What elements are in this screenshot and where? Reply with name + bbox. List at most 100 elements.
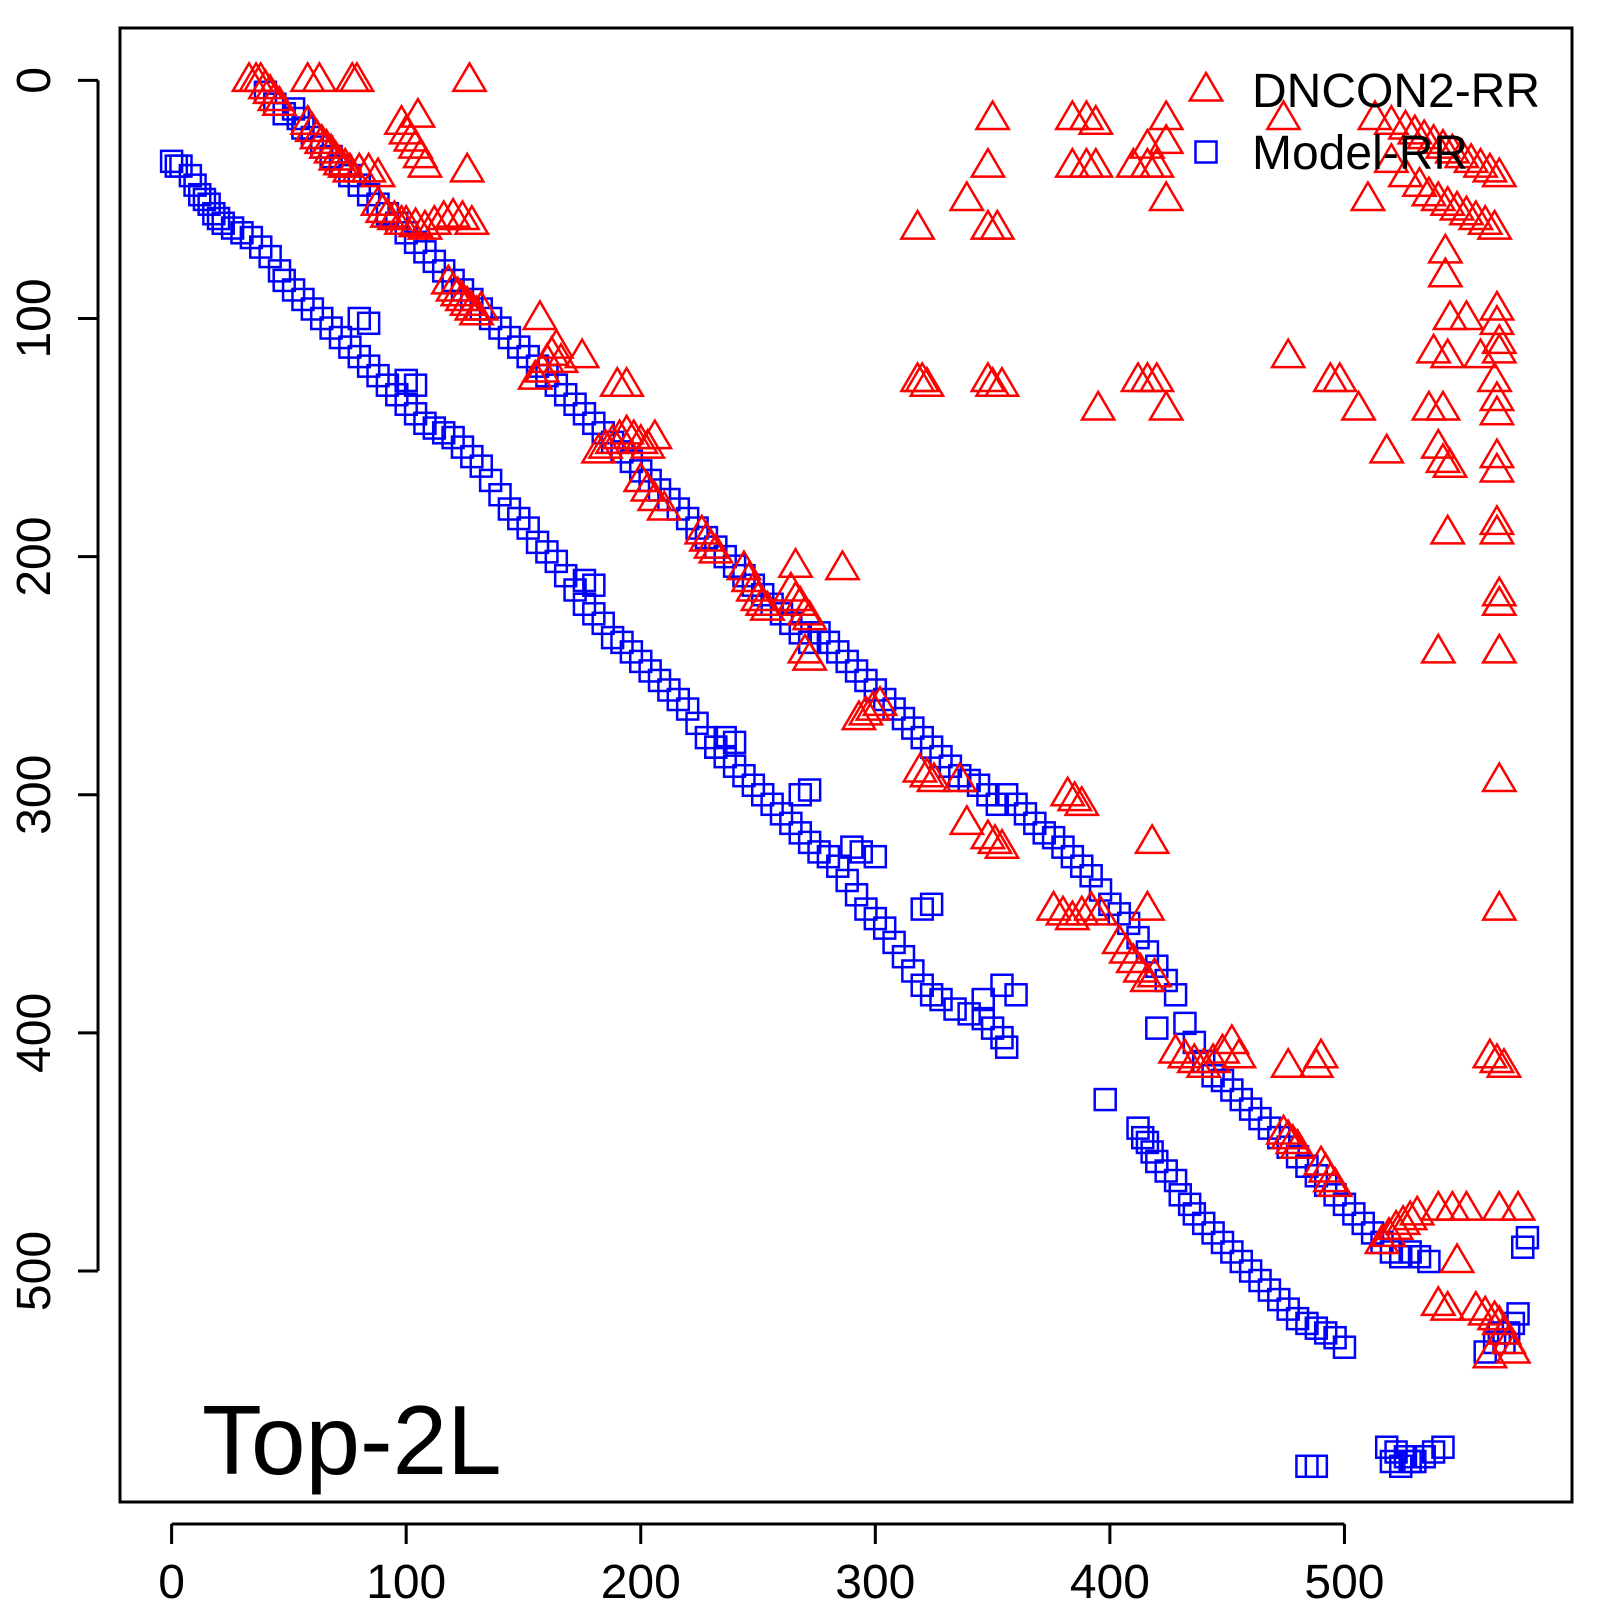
triangle-point: [1443, 137, 1481, 169]
triangle-point: [387, 203, 425, 236]
square-point: [1163, 1168, 1188, 1193]
triangle-point: [1480, 575, 1518, 607]
triangle-point: [1424, 389, 1462, 421]
triangle-point: [1054, 899, 1091, 931]
triangle-point: [645, 489, 683, 521]
triangle-point: [1495, 1332, 1532, 1364]
square-point: [1093, 1087, 1117, 1112]
triangle-point: [1316, 1165, 1354, 1198]
triangle-point: [1107, 932, 1145, 964]
triangle-point: [1176, 1041, 1213, 1074]
square-point: [990, 973, 1014, 998]
triangle-point: [1147, 99, 1185, 131]
triangle-point: [301, 60, 338, 93]
triangle-point: [1476, 208, 1513, 240]
triangle-point: [1220, 1037, 1258, 1069]
triangle-point: [415, 203, 453, 236]
triangle-point: [1429, 337, 1467, 369]
triangle-point: [1478, 513, 1516, 545]
triangle-point: [899, 208, 936, 240]
triangle-point: [1480, 584, 1518, 617]
triangle-point: [1480, 156, 1518, 188]
triangle-point: [444, 199, 481, 231]
triangle-point: [1426, 232, 1464, 264]
triangle-point: [594, 422, 631, 455]
triangle-point: [1431, 446, 1469, 478]
square-point: [943, 997, 967, 1021]
triangle-point: [1302, 1037, 1340, 1069]
triangle-point: [1419, 1284, 1457, 1317]
triangle-point: [1438, 189, 1476, 221]
triangle-point: [615, 418, 653, 450]
triangle-point: [692, 527, 730, 559]
triangle-point: [1063, 894, 1101, 926]
triangle-point: [1478, 380, 1516, 412]
legend-label: Model-RR: [1252, 127, 1468, 180]
square-point: [1417, 1249, 1441, 1274]
triangle-point: [453, 203, 491, 236]
triangle-point: [1321, 360, 1359, 393]
triangle-point: [1387, 108, 1424, 140]
triangle-point: [1157, 1032, 1194, 1064]
triangle-point: [1480, 322, 1518, 355]
y-tick-label: 0: [8, 67, 61, 94]
triangle-point: [1279, 1127, 1316, 1159]
triangle-point: [406, 146, 444, 178]
triangle-point: [1079, 389, 1117, 421]
square-point: [1506, 1302, 1530, 1326]
square-point: [1515, 1225, 1540, 1250]
triangle-point: [1478, 394, 1516, 426]
triangle-point: [1194, 1041, 1232, 1074]
square-point: [1431, 1435, 1455, 1459]
triangle-point: [317, 139, 355, 171]
triangle-point: [1466, 1294, 1504, 1326]
triangle-point: [1410, 175, 1448, 207]
triangle-point: [1063, 784, 1101, 817]
triangle-point: [1044, 894, 1082, 926]
square-point: [722, 730, 747, 755]
triangle-point: [1384, 1203, 1422, 1236]
triangle-point: [350, 151, 387, 183]
triangle-point: [1448, 299, 1485, 331]
y-axis: 0 100 200 300 400 500: [8, 67, 100, 1311]
triangle-point: [1147, 179, 1185, 212]
triangle-point: [458, 294, 495, 326]
square-point: [1304, 1454, 1329, 1479]
y-tick-label: 200: [8, 517, 61, 597]
triangle-point: [1056, 780, 1094, 812]
triangle-point: [1438, 1242, 1476, 1274]
triangle-point: [256, 79, 294, 112]
square-point: [1398, 1449, 1422, 1474]
x-tick-label: 300: [835, 1556, 915, 1600]
y-tick-label: 300: [8, 755, 61, 835]
x-tick-label: 0: [158, 1556, 185, 1600]
triangle-point: [1396, 113, 1434, 145]
triangle-point: [622, 422, 660, 455]
triangle-point: [1499, 1189, 1537, 1221]
triangle-point: [697, 532, 735, 564]
square-point: [1332, 1335, 1357, 1359]
triangle-point: [1312, 1161, 1349, 1193]
triangle-point: [1133, 822, 1171, 855]
triangle-point: [1274, 1122, 1312, 1155]
triangle-point: [1462, 146, 1499, 178]
triangle-point: [516, 358, 554, 390]
triangle-point: [1391, 1199, 1429, 1231]
x-axis: 0 100 200 300 400 500: [158, 1522, 1385, 1600]
triangle-point: [1480, 332, 1518, 364]
triangle-point: [521, 299, 559, 331]
triangle-point: [1471, 1037, 1509, 1069]
triangle-point: [1419, 632, 1457, 664]
series-model-rr: [159, 80, 1540, 1479]
square-point: [797, 778, 822, 802]
triangle-point: [622, 460, 660, 493]
triangle-point: [1269, 337, 1307, 369]
triangle-point: [608, 365, 646, 397]
triangle-point: [969, 818, 1007, 850]
triangle-point: [1462, 337, 1499, 369]
triangle-point: [1077, 103, 1115, 136]
triangle-point: [1082, 894, 1119, 926]
triangle-point: [1419, 427, 1457, 459]
triangle-point: [1129, 961, 1166, 993]
triangle-point: [1269, 1046, 1307, 1079]
